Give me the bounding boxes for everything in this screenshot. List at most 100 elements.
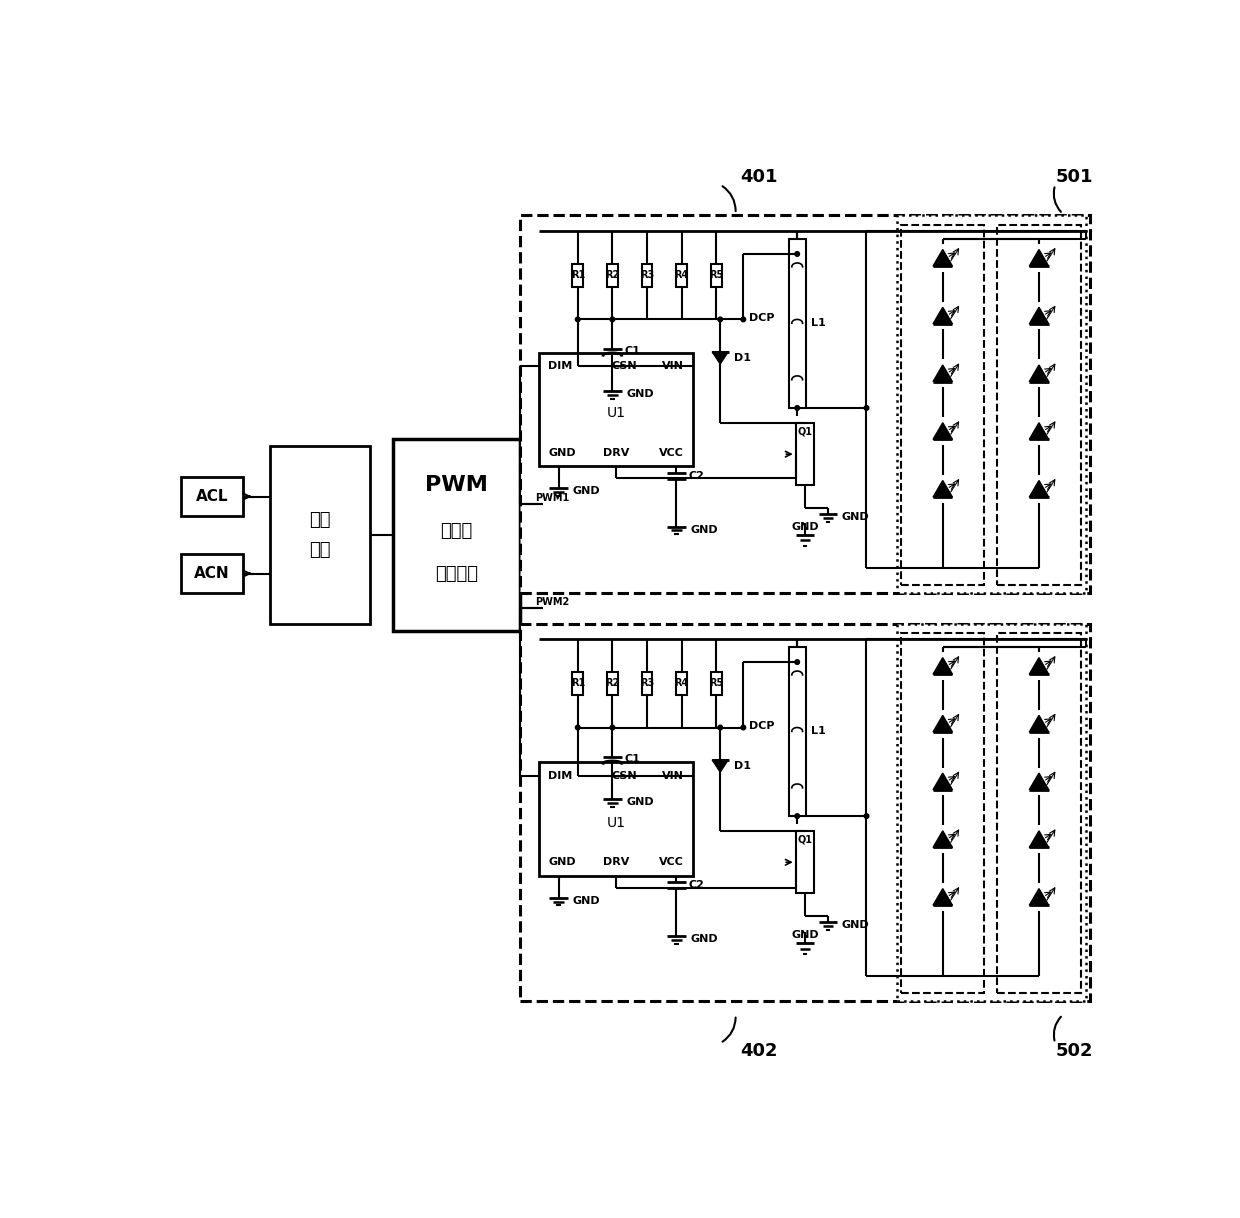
Circle shape: [575, 725, 580, 730]
Circle shape: [610, 725, 615, 730]
Text: Q1: Q1: [797, 426, 812, 436]
Circle shape: [864, 814, 869, 818]
Text: Q1: Q1: [797, 834, 812, 844]
Bar: [711, 263, 722, 286]
Text: CSN: CSN: [611, 362, 637, 371]
Text: VIN: VIN: [662, 362, 684, 371]
Text: PWM1: PWM1: [536, 493, 569, 503]
Text: VCC: VCC: [660, 448, 684, 458]
Text: R5: R5: [709, 270, 723, 280]
FancyArrowPatch shape: [723, 1017, 735, 1041]
Text: L1: L1: [811, 318, 826, 329]
Text: 开关: 开关: [309, 510, 331, 529]
Text: R1: R1: [570, 270, 585, 280]
Bar: [608, 671, 618, 694]
Polygon shape: [932, 423, 952, 440]
Bar: [181, 554, 243, 593]
Circle shape: [742, 725, 745, 730]
Text: C2: C2: [688, 470, 704, 481]
Bar: [539, 762, 693, 876]
Bar: [270, 447, 370, 624]
Bar: [898, 624, 1086, 1001]
Text: GND: GND: [548, 857, 577, 867]
FancyArrowPatch shape: [1054, 1017, 1061, 1040]
Circle shape: [864, 406, 869, 410]
Text: C1: C1: [625, 346, 641, 356]
Text: ACN: ACN: [195, 566, 229, 581]
Circle shape: [795, 814, 800, 818]
Text: CSN: CSN: [611, 771, 637, 781]
Text: R3: R3: [640, 270, 655, 280]
Text: R4: R4: [675, 270, 689, 280]
Bar: [789, 647, 806, 816]
Text: DIM: DIM: [548, 771, 573, 781]
Circle shape: [575, 317, 580, 322]
Circle shape: [718, 725, 723, 730]
Text: C2: C2: [688, 881, 704, 890]
Polygon shape: [1029, 250, 1049, 266]
Polygon shape: [932, 307, 952, 324]
Polygon shape: [1029, 423, 1049, 440]
Text: 开关型: 开关型: [440, 523, 472, 540]
Bar: [641, 263, 652, 286]
Text: GND: GND: [626, 798, 653, 808]
Circle shape: [795, 406, 800, 410]
Bar: [796, 832, 815, 893]
Polygon shape: [932, 365, 952, 381]
Bar: [796, 424, 815, 485]
Text: 501: 501: [1055, 168, 1094, 186]
Bar: [539, 352, 693, 466]
Text: GND: GND: [691, 934, 718, 944]
Text: GND: GND: [626, 389, 653, 400]
Text: PWM: PWM: [425, 475, 487, 495]
Text: D1: D1: [734, 761, 751, 771]
Text: PWM2: PWM2: [536, 597, 569, 607]
Polygon shape: [932, 831, 952, 848]
Bar: [573, 671, 583, 694]
Bar: [520, 216, 1090, 593]
Text: 502: 502: [1055, 1041, 1094, 1060]
Text: GND: GND: [791, 523, 818, 532]
Polygon shape: [1029, 889, 1049, 905]
Bar: [997, 633, 1080, 993]
Text: 402: 402: [740, 1041, 777, 1060]
Text: R4: R4: [675, 678, 689, 688]
Polygon shape: [712, 352, 728, 364]
Bar: [608, 263, 618, 286]
Text: DCP: DCP: [749, 721, 775, 731]
Text: GND: GND: [842, 921, 869, 931]
Polygon shape: [932, 889, 952, 905]
Bar: [711, 671, 722, 694]
Text: D1: D1: [734, 353, 751, 363]
Text: DRV: DRV: [603, 857, 630, 867]
Text: R5: R5: [709, 678, 723, 688]
Bar: [789, 239, 806, 408]
Bar: [997, 224, 1080, 585]
Text: U1: U1: [606, 816, 626, 829]
Bar: [676, 263, 687, 286]
Text: R2: R2: [605, 678, 620, 688]
Polygon shape: [1029, 307, 1049, 324]
Bar: [901, 224, 985, 585]
Circle shape: [795, 252, 800, 256]
Bar: [181, 477, 243, 515]
Polygon shape: [932, 773, 952, 789]
Text: R2: R2: [605, 270, 620, 280]
Text: GND: GND: [548, 448, 577, 458]
Text: VIN: VIN: [662, 771, 684, 781]
Bar: [898, 216, 1086, 593]
Circle shape: [742, 317, 745, 322]
Text: 401: 401: [740, 168, 777, 186]
Text: 稳压芯片: 稳压芯片: [435, 564, 477, 582]
Polygon shape: [932, 480, 952, 497]
Circle shape: [610, 317, 615, 322]
Polygon shape: [712, 760, 728, 772]
Polygon shape: [1029, 773, 1049, 789]
Text: GND: GND: [842, 513, 869, 523]
Polygon shape: [1029, 480, 1049, 497]
FancyArrowPatch shape: [723, 186, 735, 211]
Polygon shape: [932, 250, 952, 266]
Polygon shape: [932, 658, 952, 675]
Polygon shape: [1029, 715, 1049, 732]
Text: GND: GND: [573, 486, 600, 496]
